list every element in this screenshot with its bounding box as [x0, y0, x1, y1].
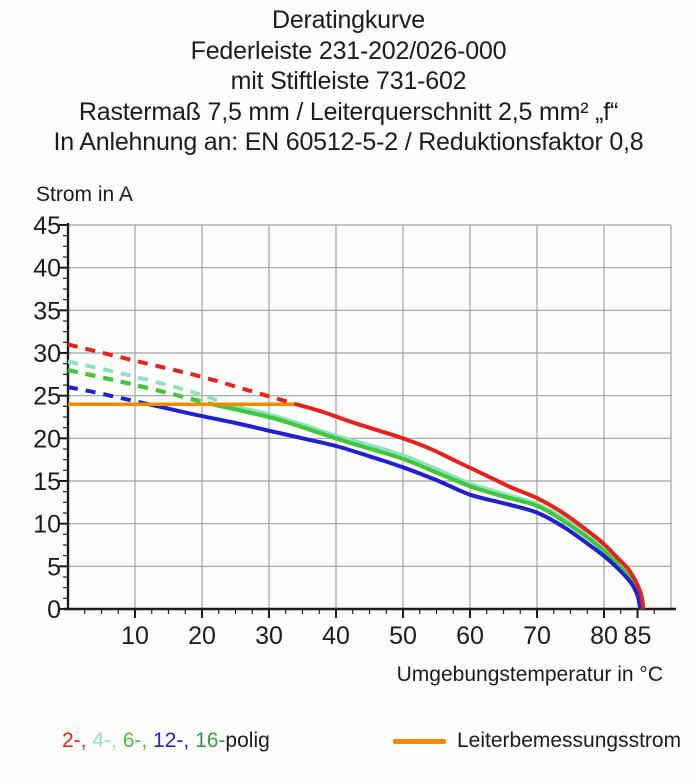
title-line-5: In Anlehnung an: EN 60512-5-2 / Reduktio… — [53, 128, 644, 156]
legend-pole-part: 4-, — [92, 729, 123, 752]
y-tick-label: 40 — [33, 255, 61, 283]
legend-pole-part: 16- — [195, 729, 226, 752]
rated-current-label: Leiterbemessungsstrom — [457, 729, 682, 752]
chart-header: Deratingkurve Federleiste 231-202/026-00… — [0, 5, 697, 158]
x-tick-label: 85 — [624, 622, 652, 650]
legend-pole-part: 12-, — [153, 729, 196, 752]
x-axis-title: Umgebungstemperatur in °C — [396, 663, 663, 686]
curve-6-polig-dashed — [67, 368, 213, 407]
curve-6-polig-solid — [211, 402, 644, 610]
y-axis-title: Strom in A — [36, 183, 133, 206]
y-tick-label: 30 — [33, 340, 61, 368]
y-tick-label: 45 — [33, 212, 61, 240]
x-tick-label: 40 — [322, 622, 350, 650]
curve-2-polig-dashed — [67, 342, 297, 407]
y-tick-label: 5 — [47, 553, 61, 581]
x-tick-label: 10 — [121, 622, 149, 650]
y-tick-label: 10 — [33, 511, 61, 539]
y-tick-label: 15 — [33, 468, 61, 496]
title-line-1: Deratingkurve — [271, 6, 426, 34]
grid-lines — [68, 224, 672, 609]
curve-2-polig-solid — [295, 402, 646, 610]
rated-current-line-swatch — [393, 738, 446, 744]
curve-4-polig-dashed — [67, 359, 227, 407]
x-tick-label: 60 — [456, 622, 484, 650]
axis-ticks — [59, 224, 655, 618]
curve-12-polig-dashed — [67, 385, 149, 407]
legend-pole-part: 2-, — [62, 729, 93, 752]
curve-12-polig-solid — [147, 402, 643, 610]
x-tick-label: 70 — [523, 622, 551, 650]
legend-pole-part: 6-, — [122, 729, 154, 752]
title-line-3: mit Stiftleiste 731-602 — [230, 67, 467, 95]
x-tick-label: 30 — [255, 622, 283, 650]
y-tick-label: 25 — [33, 383, 61, 411]
title-line-4: Rastermaß 7,5 mm / Leiterquerschnitt 2,5… — [78, 97, 619, 126]
legend-rated-current: Leiterbemessungsstrom — [393, 729, 681, 753]
tick-labels: 0 5 10 15 20 25 30 35 40 45 10 20 30 40 50 60 70 80 85 — [33, 212, 651, 650]
x-tick-label: 20 — [188, 622, 216, 650]
legend-pole-counts: 2-, 4-, 6-, 12-, 16- polig — [62, 729, 270, 753]
axes — [64, 223, 676, 611]
x-tick-label: 80 — [590, 622, 618, 650]
curves — [67, 342, 646, 610]
legend-pole-part: polig — [225, 729, 270, 752]
title-line-2: Federleiste 231-202/026-000 — [190, 36, 507, 65]
curve-16-polig-solid — [211, 402, 644, 610]
y-tick-label: 20 — [33, 425, 61, 453]
y-tick-label: 35 — [33, 297, 61, 325]
y-tick-label: 0 — [47, 596, 61, 624]
x-tick-label: 50 — [389, 622, 417, 650]
